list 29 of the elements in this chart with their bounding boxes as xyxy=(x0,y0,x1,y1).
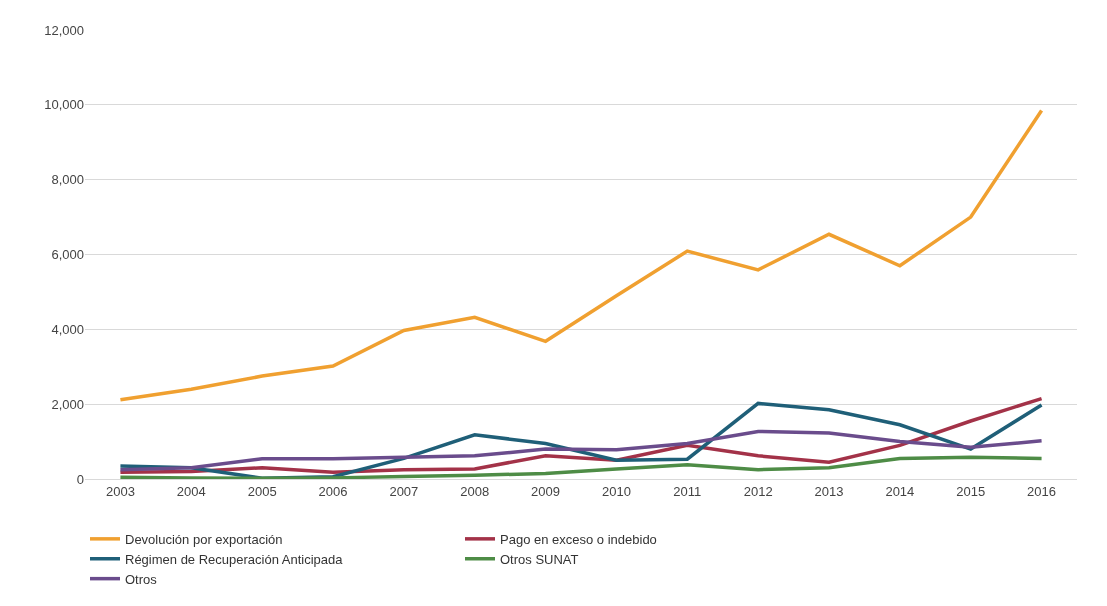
x-tick-label: 2015 xyxy=(956,483,986,499)
legend-label: Otros SUNAT xyxy=(500,551,579,567)
x-tick-label: 2008 xyxy=(460,483,490,499)
x-tick-label: 2016 xyxy=(1027,483,1057,499)
y-tick-label: 6,000 xyxy=(51,247,84,263)
line-series xyxy=(118,108,1044,402)
y-tick-label: 0 xyxy=(76,471,84,487)
legend-label: Régimen de Recuperación Anticipada xyxy=(125,551,344,567)
x-tick-label: 2014 xyxy=(885,483,915,499)
y-tick-label: 8,000 xyxy=(51,172,84,188)
x-tick-label: 2006 xyxy=(318,483,348,499)
legend-label: Otros xyxy=(125,571,158,587)
x-tick-label: 2011 xyxy=(673,483,702,499)
x-tick-label: 2007 xyxy=(389,483,419,499)
line-series xyxy=(118,455,1044,479)
legend-label: Devolución por exportación xyxy=(125,531,283,547)
x-tick-label: 2012 xyxy=(743,483,773,499)
x-tick-label: 2013 xyxy=(814,483,844,499)
legend-label: Pago en exceso o indebido xyxy=(500,531,657,547)
x-tick-label: 2005 xyxy=(247,483,277,499)
y-tick-label: 2,000 xyxy=(51,396,84,412)
y-tick-label: 10,000 xyxy=(44,97,84,113)
x-tick-label: 2009 xyxy=(531,483,561,499)
x-tick-label: 2010 xyxy=(601,483,631,499)
y-tick-label: 12,000 xyxy=(44,22,84,38)
x-tick-label: 2003 xyxy=(105,483,135,499)
line-series xyxy=(118,429,1044,472)
x-tick-label: 2004 xyxy=(176,483,206,499)
y-tick-label: 4,000 xyxy=(51,321,84,337)
